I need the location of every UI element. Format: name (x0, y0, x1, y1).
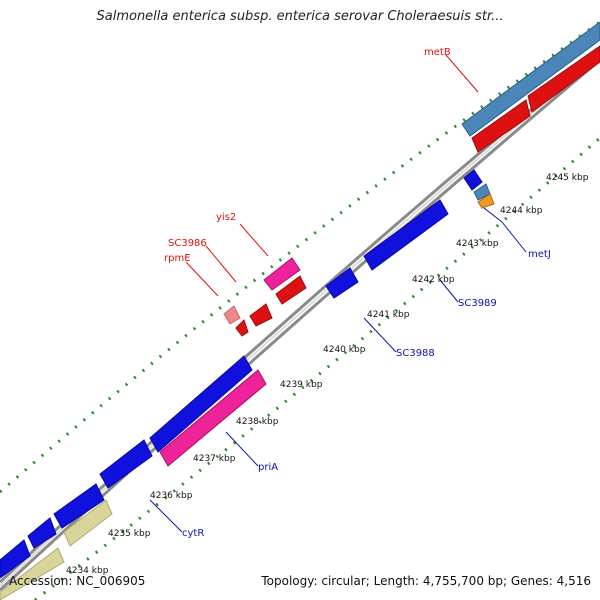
gene-khaki-b[interactable] (0, 547, 65, 600)
leader-lines (149, 54, 527, 533)
reverse-genes (0, 169, 495, 600)
label-metB: metB (424, 47, 451, 58)
gene-red-3[interactable] (275, 275, 307, 305)
gene-blue-a[interactable] (149, 355, 253, 453)
scale-label-4244: 4244 kbp (500, 206, 543, 216)
gene-red-4[interactable] (249, 303, 273, 327)
gene-steelblue-top[interactable] (461, 21, 600, 137)
scale-label-4236: 4236 kbp (150, 491, 193, 501)
gene-metJ[interactable] (463, 169, 483, 191)
gene-yis2[interactable] (263, 257, 301, 291)
accession-text: Accession: NC_006905 (9, 574, 146, 588)
gene-blue-c[interactable] (53, 483, 105, 529)
gene-red-2[interactable] (471, 99, 531, 153)
map-title: Salmonella enterica subsp. enterica sero… (96, 9, 504, 24)
scale-labels: 4234 kbp 4235 kbp 4236 kbp 4237 kbp 4238… (66, 173, 589, 576)
scale-label-4240: 4240 kbp (323, 345, 366, 355)
gene-blue-d[interactable] (27, 517, 57, 549)
gene-metB[interactable] (527, 45, 600, 113)
label-rpmE: rpmE (164, 253, 191, 264)
backbone-inner (0, 58, 600, 592)
gene-blue-e[interactable] (0, 539, 31, 579)
gene-SC3986[interactable] (235, 319, 249, 337)
label-cytR: cytR (182, 528, 204, 539)
gene-orange[interactable] (477, 193, 495, 209)
label-metJ: metJ (528, 249, 551, 260)
scale-label-4239: 4239 kbp (280, 380, 323, 390)
scale-label-4238: 4238 kbp (236, 417, 279, 427)
scale-label-4243: 4243 kbp (456, 239, 499, 249)
label-SC3986: SC3986 (168, 238, 207, 249)
scale-label-4245: 4245 kbp (546, 173, 589, 183)
scale-label-4234: 4234 kbp (66, 566, 109, 576)
scale-label-4237: 4237 kbp (193, 454, 236, 464)
gene-SC3988[interactable] (325, 267, 359, 299)
scale-label-4242: 4242 kbp (412, 275, 455, 285)
forward-genes (223, 21, 600, 337)
map-footer: Accession: NC_006905 Topology: circular;… (0, 572, 600, 600)
gene-SC3989[interactable] (363, 199, 449, 271)
label-SC3988: SC3988 (396, 348, 435, 359)
gene-rpmE[interactable] (223, 305, 241, 325)
scale-label-4241: 4241 kbp (367, 310, 410, 320)
gene-blue-b[interactable] (99, 439, 153, 489)
gene-labels: metB yis2 SC3986 rpmE metJ SC3989 SC3988… (164, 47, 551, 539)
genome-stats-text: Topology: circular; Length: 4,755,700 bp… (261, 574, 591, 588)
label-priA: priA (258, 462, 278, 473)
gene-priA[interactable] (159, 369, 267, 467)
label-yis2: yis2 (216, 212, 236, 223)
label-SC3989: SC3989 (458, 298, 497, 309)
gene-khaki-a[interactable] (63, 499, 113, 547)
scale-label-4235: 4235 kbp (108, 529, 151, 539)
